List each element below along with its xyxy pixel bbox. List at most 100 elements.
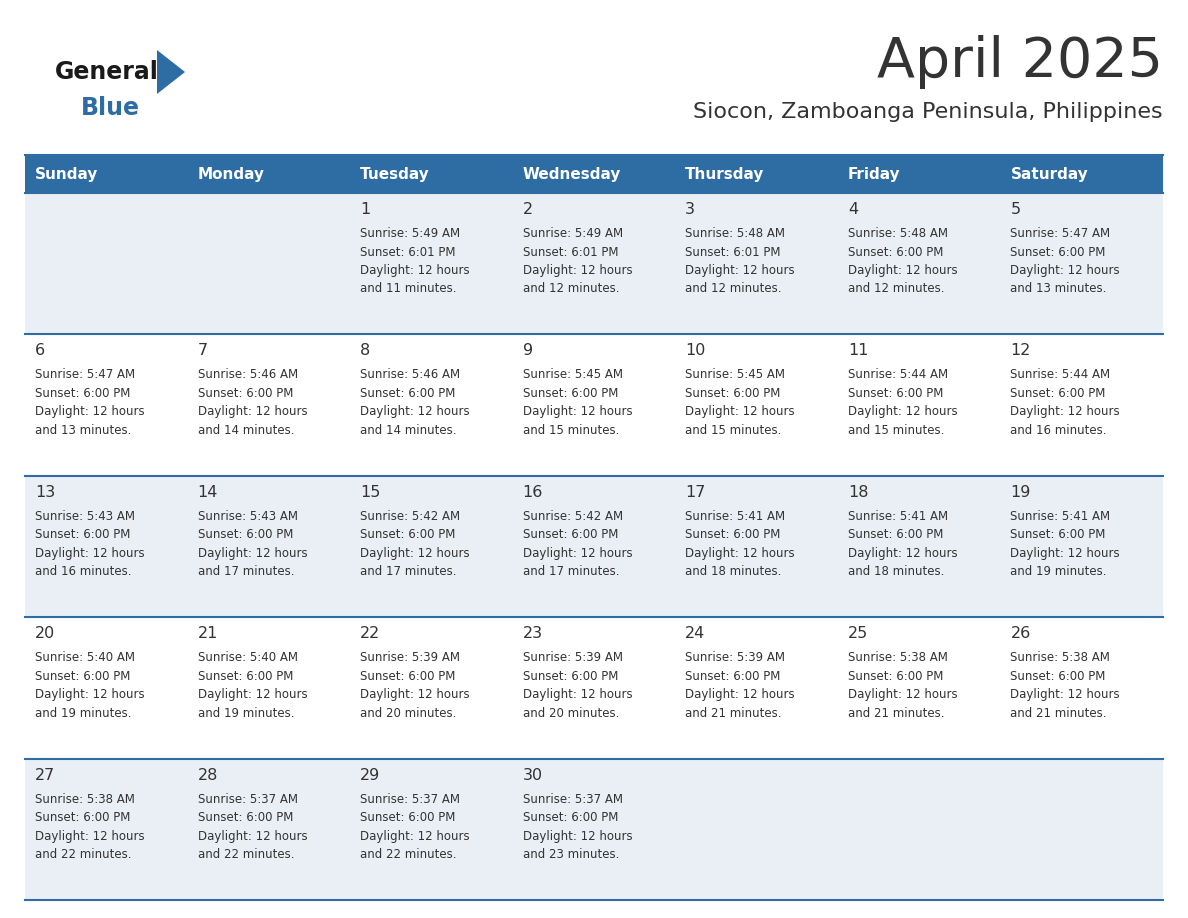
Text: and 22 minutes.: and 22 minutes. bbox=[34, 848, 132, 861]
Text: Daylight: 12 hours: Daylight: 12 hours bbox=[360, 264, 469, 277]
Text: 15: 15 bbox=[360, 485, 380, 499]
Text: Sunrise: 5:47 AM: Sunrise: 5:47 AM bbox=[34, 368, 135, 381]
Text: Sunrise: 5:38 AM: Sunrise: 5:38 AM bbox=[848, 651, 948, 665]
Text: 30: 30 bbox=[523, 767, 543, 783]
Text: Sunset: 6:00 PM: Sunset: 6:00 PM bbox=[34, 386, 131, 400]
Text: Daylight: 12 hours: Daylight: 12 hours bbox=[197, 688, 308, 701]
Text: 16: 16 bbox=[523, 485, 543, 499]
Text: Blue: Blue bbox=[81, 96, 140, 120]
Text: and 21 minutes.: and 21 minutes. bbox=[848, 707, 944, 720]
Text: Sunset: 6:00 PM: Sunset: 6:00 PM bbox=[523, 386, 618, 400]
Text: 19: 19 bbox=[1011, 485, 1031, 499]
Text: and 19 minutes.: and 19 minutes. bbox=[34, 707, 132, 720]
Text: and 15 minutes.: and 15 minutes. bbox=[523, 424, 619, 437]
Text: 4: 4 bbox=[848, 202, 858, 217]
Text: Sunset: 6:00 PM: Sunset: 6:00 PM bbox=[34, 528, 131, 542]
FancyBboxPatch shape bbox=[25, 758, 1163, 900]
Text: Daylight: 12 hours: Daylight: 12 hours bbox=[523, 547, 632, 560]
Text: and 21 minutes.: and 21 minutes. bbox=[685, 707, 782, 720]
Text: Daylight: 12 hours: Daylight: 12 hours bbox=[848, 264, 958, 277]
Polygon shape bbox=[157, 50, 185, 94]
Text: and 14 minutes.: and 14 minutes. bbox=[197, 424, 295, 437]
Text: Daylight: 12 hours: Daylight: 12 hours bbox=[1011, 264, 1120, 277]
Text: Sunset: 6:00 PM: Sunset: 6:00 PM bbox=[360, 386, 455, 400]
Text: Sunrise: 5:44 AM: Sunrise: 5:44 AM bbox=[1011, 368, 1111, 381]
Text: 24: 24 bbox=[685, 626, 706, 641]
Text: Monday: Monday bbox=[197, 166, 265, 182]
Text: and 21 minutes.: and 21 minutes. bbox=[1011, 707, 1107, 720]
Text: Sunrise: 5:49 AM: Sunrise: 5:49 AM bbox=[523, 227, 623, 240]
Text: 6: 6 bbox=[34, 343, 45, 358]
Text: Sunset: 6:00 PM: Sunset: 6:00 PM bbox=[848, 386, 943, 400]
Text: 21: 21 bbox=[197, 626, 217, 641]
Text: and 11 minutes.: and 11 minutes. bbox=[360, 283, 456, 296]
Text: Sunset: 6:00 PM: Sunset: 6:00 PM bbox=[360, 812, 455, 824]
Text: and 16 minutes.: and 16 minutes. bbox=[1011, 424, 1107, 437]
Text: and 16 minutes.: and 16 minutes. bbox=[34, 565, 132, 578]
Text: Daylight: 12 hours: Daylight: 12 hours bbox=[685, 547, 795, 560]
Text: Sunset: 6:00 PM: Sunset: 6:00 PM bbox=[360, 528, 455, 542]
Text: 28: 28 bbox=[197, 767, 217, 783]
Text: Daylight: 12 hours: Daylight: 12 hours bbox=[523, 406, 632, 419]
Text: Sunset: 6:01 PM: Sunset: 6:01 PM bbox=[523, 245, 618, 259]
Text: 2: 2 bbox=[523, 202, 533, 217]
Text: Daylight: 12 hours: Daylight: 12 hours bbox=[848, 688, 958, 701]
Text: Sunrise: 5:37 AM: Sunrise: 5:37 AM bbox=[360, 792, 460, 806]
Text: Sunrise: 5:45 AM: Sunrise: 5:45 AM bbox=[523, 368, 623, 381]
Text: Sunset: 6:00 PM: Sunset: 6:00 PM bbox=[523, 812, 618, 824]
Text: Sunset: 6:00 PM: Sunset: 6:00 PM bbox=[1011, 670, 1106, 683]
Text: 9: 9 bbox=[523, 343, 533, 358]
Text: Daylight: 12 hours: Daylight: 12 hours bbox=[523, 264, 632, 277]
Text: Sunset: 6:00 PM: Sunset: 6:00 PM bbox=[197, 386, 293, 400]
Text: Sunset: 6:01 PM: Sunset: 6:01 PM bbox=[685, 245, 781, 259]
FancyBboxPatch shape bbox=[25, 476, 1163, 617]
Text: 13: 13 bbox=[34, 485, 56, 499]
Text: Sunrise: 5:38 AM: Sunrise: 5:38 AM bbox=[34, 792, 135, 806]
Text: Sunset: 6:00 PM: Sunset: 6:00 PM bbox=[34, 670, 131, 683]
FancyBboxPatch shape bbox=[25, 334, 1163, 476]
Text: Friday: Friday bbox=[848, 166, 901, 182]
Text: Daylight: 12 hours: Daylight: 12 hours bbox=[1011, 688, 1120, 701]
Text: Siocon, Zamboanga Peninsula, Philippines: Siocon, Zamboanga Peninsula, Philippines bbox=[694, 102, 1163, 122]
Text: Sunrise: 5:42 AM: Sunrise: 5:42 AM bbox=[360, 509, 460, 522]
Text: Sunset: 6:00 PM: Sunset: 6:00 PM bbox=[685, 528, 781, 542]
Text: Daylight: 12 hours: Daylight: 12 hours bbox=[197, 547, 308, 560]
Text: Sunset: 6:00 PM: Sunset: 6:00 PM bbox=[197, 812, 293, 824]
Text: Sunrise: 5:40 AM: Sunrise: 5:40 AM bbox=[34, 651, 135, 665]
Text: Sunrise: 5:48 AM: Sunrise: 5:48 AM bbox=[848, 227, 948, 240]
Text: Daylight: 12 hours: Daylight: 12 hours bbox=[1011, 547, 1120, 560]
Text: 3: 3 bbox=[685, 202, 695, 217]
Text: Sunset: 6:00 PM: Sunset: 6:00 PM bbox=[360, 670, 455, 683]
Text: Daylight: 12 hours: Daylight: 12 hours bbox=[34, 406, 145, 419]
Text: Daylight: 12 hours: Daylight: 12 hours bbox=[360, 406, 469, 419]
Text: Sunrise: 5:39 AM: Sunrise: 5:39 AM bbox=[523, 651, 623, 665]
Text: Sunrise: 5:41 AM: Sunrise: 5:41 AM bbox=[1011, 509, 1111, 522]
Text: and 18 minutes.: and 18 minutes. bbox=[848, 565, 944, 578]
Text: and 22 minutes.: and 22 minutes. bbox=[360, 848, 456, 861]
Text: 5: 5 bbox=[1011, 202, 1020, 217]
Text: Wednesday: Wednesday bbox=[523, 166, 621, 182]
Text: Sunset: 6:00 PM: Sunset: 6:00 PM bbox=[523, 670, 618, 683]
Text: and 17 minutes.: and 17 minutes. bbox=[197, 565, 295, 578]
Text: and 19 minutes.: and 19 minutes. bbox=[1011, 565, 1107, 578]
Text: 17: 17 bbox=[685, 485, 706, 499]
Text: Sunset: 6:00 PM: Sunset: 6:00 PM bbox=[685, 670, 781, 683]
Text: 10: 10 bbox=[685, 343, 706, 358]
Text: and 18 minutes.: and 18 minutes. bbox=[685, 565, 782, 578]
Text: Sunrise: 5:49 AM: Sunrise: 5:49 AM bbox=[360, 227, 460, 240]
Text: Sunrise: 5:47 AM: Sunrise: 5:47 AM bbox=[1011, 227, 1111, 240]
Text: Saturday: Saturday bbox=[1011, 166, 1088, 182]
Text: Sunrise: 5:44 AM: Sunrise: 5:44 AM bbox=[848, 368, 948, 381]
Text: 12: 12 bbox=[1011, 343, 1031, 358]
Text: Daylight: 12 hours: Daylight: 12 hours bbox=[523, 830, 632, 843]
Text: Daylight: 12 hours: Daylight: 12 hours bbox=[34, 830, 145, 843]
Text: Sunrise: 5:39 AM: Sunrise: 5:39 AM bbox=[685, 651, 785, 665]
Text: Sunrise: 5:46 AM: Sunrise: 5:46 AM bbox=[197, 368, 298, 381]
Text: Sunrise: 5:40 AM: Sunrise: 5:40 AM bbox=[197, 651, 297, 665]
Text: Sunrise: 5:42 AM: Sunrise: 5:42 AM bbox=[523, 509, 623, 522]
Text: and 14 minutes.: and 14 minutes. bbox=[360, 424, 456, 437]
Text: April 2025: April 2025 bbox=[877, 35, 1163, 89]
Text: Sunset: 6:00 PM: Sunset: 6:00 PM bbox=[1011, 528, 1106, 542]
Text: and 12 minutes.: and 12 minutes. bbox=[523, 283, 619, 296]
Text: 18: 18 bbox=[848, 485, 868, 499]
